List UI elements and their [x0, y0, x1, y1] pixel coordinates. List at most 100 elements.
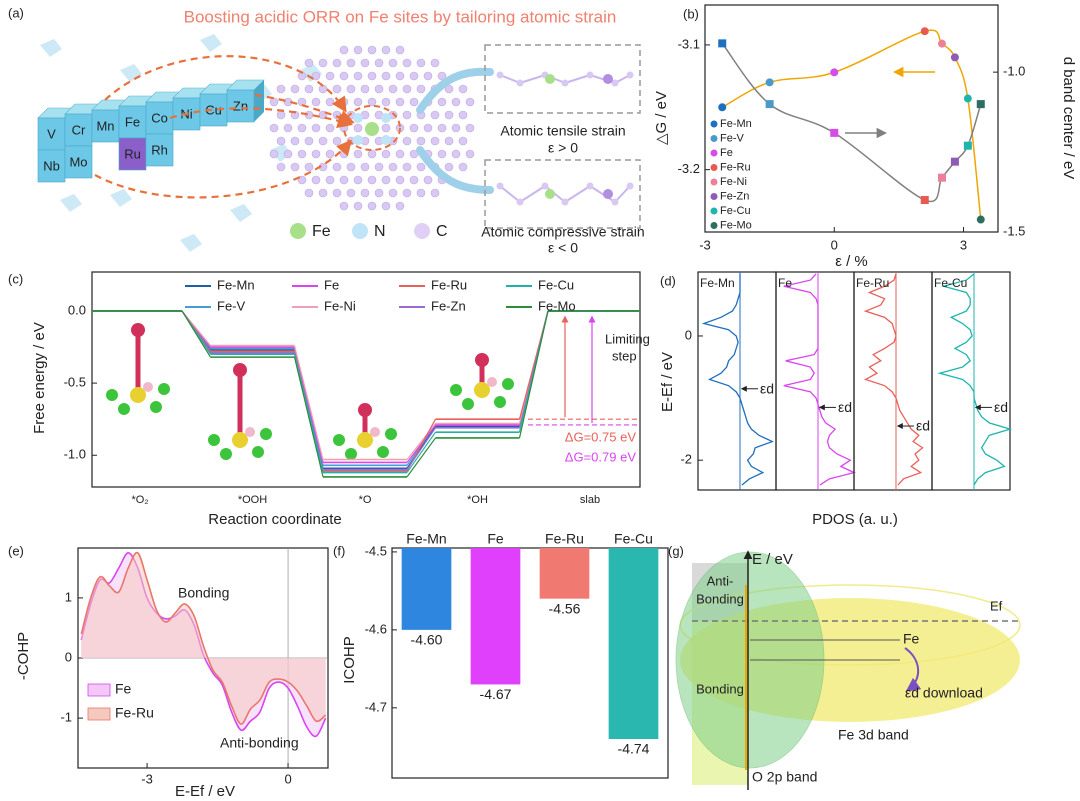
strain-box: [484, 159, 641, 229]
n-atom: [353, 135, 363, 145]
atom: [561, 79, 569, 87]
y-tick-label: 0.0: [68, 302, 86, 317]
lattice-atom: [458, 84, 468, 94]
legend-label: Fe-Cu: [538, 277, 574, 292]
n-atom: [106, 389, 118, 401]
area: [81, 552, 326, 725]
lattice-atom: [451, 149, 461, 159]
lattice-atom: [304, 58, 314, 68]
level-connector: [518, 310, 549, 439]
lattice-atom: [283, 123, 293, 133]
lattice-atom: [402, 188, 412, 198]
x-axis-label: E-Ef / eV: [175, 783, 235, 800]
lattice-atom: [353, 71, 363, 81]
annotation: ΔG=0.75 eV: [565, 429, 637, 444]
plot-frame: [704, 4, 999, 233]
plot-frame: [91, 271, 641, 488]
lattice-atom: [332, 136, 342, 146]
y-tick-label: -1.0: [64, 447, 86, 462]
atom: [541, 182, 549, 190]
lattice-atom: [360, 84, 370, 94]
band-label: O 2p band: [752, 769, 817, 785]
fe-atom: [474, 382, 490, 398]
legend-swatch: [710, 164, 718, 171]
legend-label: Fe: [720, 147, 733, 159]
panel-label: (b): [683, 6, 699, 21]
y-tick-label: -3.1: [678, 36, 700, 51]
y-tick-label: -2: [680, 452, 692, 467]
legend-label: Fe-Ru: [720, 161, 751, 173]
annotation: ΔG=0.79 eV: [565, 449, 637, 464]
lattice-atom: [423, 71, 433, 81]
lattice-atom: [290, 136, 300, 146]
lattice-atom: [395, 201, 405, 211]
lattice-atom: [437, 123, 447, 133]
fe-atom: [232, 432, 248, 448]
n-atom: [252, 446, 264, 458]
lattice-atom: [416, 188, 426, 198]
lattice-atom: [430, 188, 440, 198]
c-atom: [245, 427, 255, 437]
lattice-atom: [318, 58, 328, 68]
lattice-atom: [367, 45, 377, 55]
n-atom: [345, 448, 357, 460]
x-tick-label: *O: [359, 494, 372, 506]
lattice-atom: [388, 84, 398, 94]
lattice-atom: [367, 71, 377, 81]
lattice-atom: [269, 97, 279, 107]
atom: [611, 79, 619, 87]
fit-curve: [721, 29, 982, 220]
lattice-atom: [353, 175, 363, 185]
lattice-atom: [269, 149, 279, 159]
subplot-frame: [775, 271, 855, 491]
strain-label: Atomic compressive strain: [481, 224, 644, 240]
block: [118, 105, 147, 139]
level-connector: [181, 310, 212, 358]
d-band-label: εd: [916, 418, 930, 434]
cohp-curve: [80, 551, 327, 725]
annotation: step: [612, 348, 637, 363]
dos-curve: [783, 273, 857, 486]
annotation: Bonding: [178, 585, 229, 601]
bond: [589, 185, 616, 203]
element-label: Zn: [233, 98, 248, 113]
legend-label: Fe-Cu: [720, 205, 751, 217]
lattice-atom: [276, 110, 286, 120]
lattice-atom: [311, 97, 321, 107]
legend-label: Fe-V: [217, 298, 246, 313]
lattice-atom: [339, 175, 349, 185]
annotation: Limiting: [605, 331, 650, 346]
panel-title: Boosting acidic ORR on Fe sites by tailo…: [184, 7, 617, 26]
dashed-arrow: [169, 107, 353, 129]
n-atom: [158, 383, 170, 395]
atom: [626, 71, 634, 79]
lattice-atom: [297, 123, 307, 133]
bond: [499, 74, 521, 84]
legend-label: C: [436, 223, 448, 240]
subplot-label: Fe: [778, 276, 792, 290]
lattice-atom: [458, 136, 468, 146]
legend-label: Fe-V: [720, 132, 745, 144]
lattice-atom: [409, 175, 419, 185]
subplot-frame: [853, 271, 933, 491]
lattice-atom: [395, 149, 405, 159]
circle-point: [830, 68, 839, 77]
legend-swatch: [710, 135, 718, 142]
lattice-atom: [283, 149, 293, 159]
bar: [608, 548, 659, 740]
atom: [586, 182, 594, 190]
level-connector: [293, 345, 324, 460]
square-point: [830, 128, 839, 137]
y-axis-label: E-Ef / eV: [659, 352, 676, 412]
legend-swatch: [290, 223, 306, 239]
atom: [516, 198, 524, 206]
lattice-atom: [381, 201, 391, 211]
n-atom: [353, 113, 363, 123]
legend-swatch: [352, 223, 368, 239]
legend-swatch: [710, 193, 718, 200]
x-tick-label: 0: [284, 771, 291, 786]
legend-swatch: [710, 120, 718, 128]
lattice-atom: [353, 201, 363, 211]
lattice-atom: [325, 97, 335, 107]
dashed-arrow: [94, 139, 353, 199]
